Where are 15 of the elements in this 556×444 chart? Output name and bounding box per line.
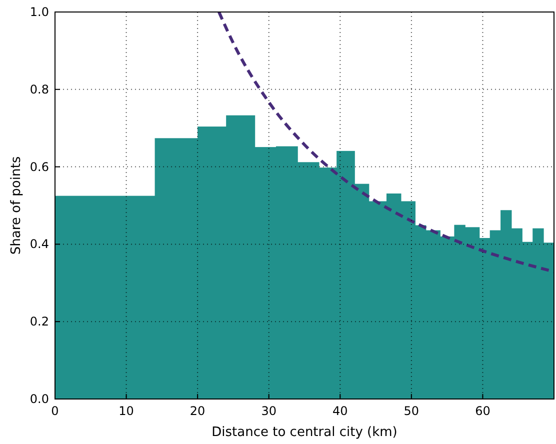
x-tick-label: 10 (118, 404, 134, 418)
x-axis-title: Distance to central city (km) (212, 425, 398, 440)
x-tick-label: 0 (51, 404, 59, 418)
x-tick-label: 30 (261, 404, 276, 418)
x-tick-label: 50 (404, 404, 420, 418)
y-tick-label: 1.0 (30, 5, 49, 19)
y-tick-label: 0.4 (30, 237, 49, 252)
y-tick-label: 0.8 (30, 82, 49, 96)
y-axis-title: Share of points (9, 156, 24, 255)
y-tick-label: 0.2 (30, 314, 49, 329)
x-tick-label: 20 (190, 404, 206, 418)
y-tick-label: 0.6 (30, 160, 49, 174)
x-tick-label: 60 (475, 404, 490, 418)
y-tick-label: 0.0 (30, 392, 49, 406)
x-tick-label: 40 (332, 404, 348, 418)
